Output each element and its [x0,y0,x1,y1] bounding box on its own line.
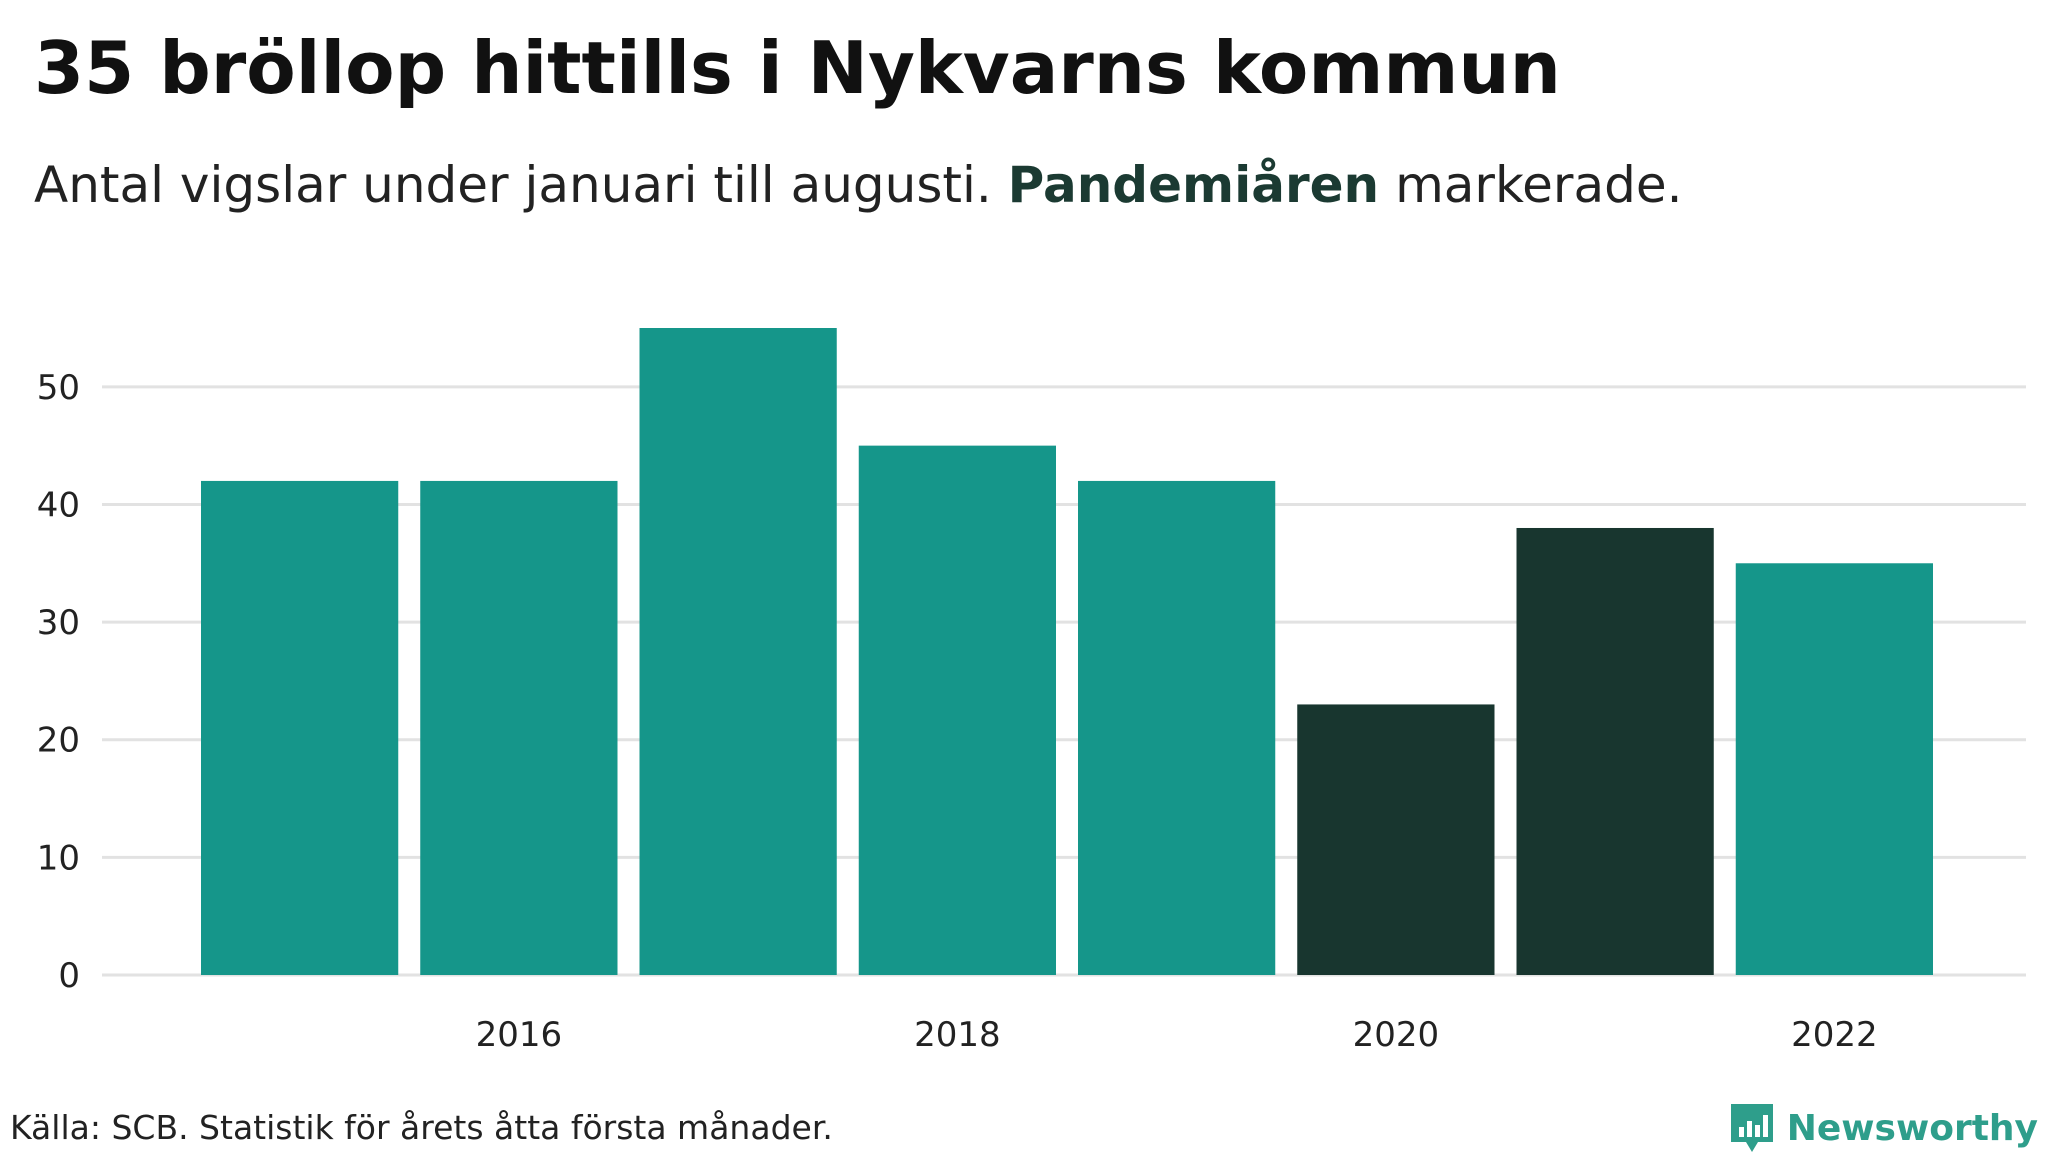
x-tick-label: 2016 [476,1015,563,1055]
subtitle-text-end: markerade. [1395,156,1683,214]
subtitle-text: Antal vigslar under januari till augusti… [34,156,992,214]
y-tick-label: 20 [37,721,80,761]
bar-2017 [639,328,837,975]
y-tick-label: 30 [37,603,80,643]
brand-name: Newsworthy [1786,1107,2038,1149]
bar-chart: 0 10 20 30 40 50 2016 2018 2020 2022 [37,328,2026,1055]
bar-2020 [1297,704,1495,975]
y-tick-label: 0 [58,956,80,996]
subtitle-highlight: Pandemiåren [1007,156,1380,214]
bar-2016 [420,480,618,975]
bar-2021 [1516,527,1714,975]
y-axis-ticks: 0 10 20 30 40 50 [37,368,80,996]
x-axis-ticks: 2016 2018 2020 2022 [476,1015,1878,1055]
chart-subtitle: Antal vigslar under januari till augusti… [34,150,1683,220]
y-tick-label: 50 [37,368,80,408]
chart-title: 35 bröllop hittills i Nykvarns kommun [34,26,1561,110]
y-tick-label: 40 [37,485,80,525]
x-tick-label: 2018 [914,1015,1001,1055]
bar-2019 [1078,480,1276,975]
bar-2018 [858,445,1056,975]
bar-2022 [1735,563,1933,975]
x-tick-label: 2022 [1791,1015,1878,1055]
bar-2015 [201,480,399,975]
y-tick-label: 10 [37,838,80,878]
brand-logo: Newsworthy [1727,1098,2038,1158]
x-tick-label: 2020 [1353,1015,1440,1055]
bar-chart-pin-icon [1730,1104,1773,1152]
source-note: Källa: SCB. Statistik för årets åtta för… [10,1108,833,1147]
bars [201,328,1933,975]
